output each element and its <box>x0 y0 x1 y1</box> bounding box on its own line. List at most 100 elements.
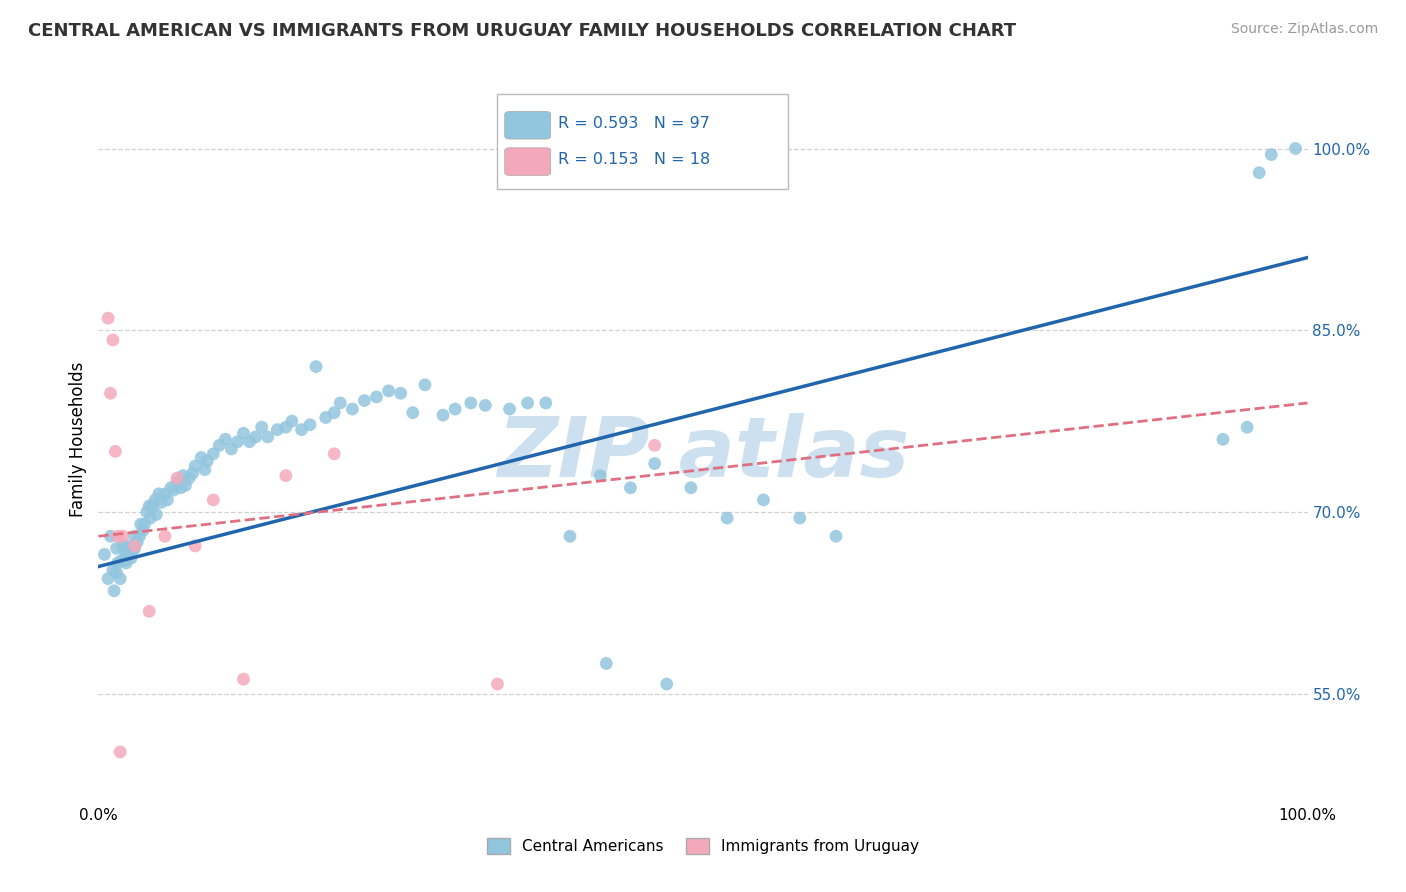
Point <box>1249 166 1271 180</box>
Point <box>752 492 775 507</box>
Point <box>97 311 120 326</box>
Point <box>134 517 156 532</box>
Point <box>274 468 297 483</box>
Point <box>202 447 225 461</box>
Point <box>124 539 146 553</box>
Point <box>169 481 191 495</box>
Point <box>245 430 267 444</box>
Point <box>138 499 160 513</box>
FancyBboxPatch shape <box>498 94 787 188</box>
Point <box>353 393 375 408</box>
Point <box>166 475 188 489</box>
Point <box>114 543 136 558</box>
Point <box>120 551 142 566</box>
Legend: Central Americans, Immigrants from Uruguay: Central Americans, Immigrants from Urugu… <box>481 832 925 861</box>
Point <box>402 406 425 420</box>
Point <box>221 442 243 456</box>
Point <box>232 426 254 441</box>
Point <box>101 333 124 347</box>
Point <box>342 402 364 417</box>
Point <box>226 434 249 449</box>
Point <box>534 396 557 410</box>
Point <box>118 548 141 562</box>
Point <box>118 541 141 556</box>
Point <box>644 438 666 452</box>
Point <box>156 492 179 507</box>
Point <box>166 471 188 485</box>
Point <box>389 386 412 401</box>
Point <box>128 529 150 543</box>
Point <box>181 467 204 481</box>
Text: Source: ZipAtlas.com: Source: ZipAtlas.com <box>1230 22 1378 37</box>
Text: R = 0.153   N = 18: R = 0.153 N = 18 <box>558 152 710 167</box>
Point <box>413 377 436 392</box>
Point <box>716 511 738 525</box>
Point <box>595 657 617 671</box>
Point <box>110 553 132 567</box>
Point <box>139 511 162 525</box>
Point <box>127 535 149 549</box>
Point <box>323 447 346 461</box>
Point <box>460 396 482 410</box>
Point <box>232 672 254 686</box>
Point <box>208 438 231 452</box>
Point <box>105 541 128 556</box>
Point <box>97 572 120 586</box>
Text: R = 0.593   N = 97: R = 0.593 N = 97 <box>558 116 710 130</box>
Point <box>117 539 139 553</box>
Point <box>112 553 135 567</box>
Point <box>101 563 124 577</box>
Point <box>100 529 122 543</box>
Point <box>124 529 146 543</box>
Point <box>290 423 312 437</box>
Point <box>377 384 399 398</box>
Point <box>138 604 160 618</box>
Point <box>274 420 297 434</box>
Text: ZIP atlas: ZIP atlas <box>496 413 910 494</box>
Point <box>129 517 152 532</box>
Point <box>111 539 134 553</box>
Point <box>1212 433 1234 447</box>
Point <box>558 529 581 543</box>
Point <box>93 548 115 562</box>
Point <box>103 583 125 598</box>
Point <box>115 556 138 570</box>
FancyBboxPatch shape <box>505 112 551 139</box>
Point <box>184 539 207 553</box>
Point <box>153 529 176 543</box>
Point <box>323 406 346 420</box>
Point <box>132 523 155 537</box>
Point <box>111 529 134 543</box>
Point <box>184 458 207 473</box>
Point <box>190 450 212 465</box>
Point <box>162 483 184 498</box>
Point <box>107 556 129 570</box>
Point <box>516 396 538 410</box>
Point <box>150 495 173 509</box>
Point <box>239 434 262 449</box>
Point <box>789 511 811 525</box>
Point <box>108 572 131 586</box>
Point <box>266 423 288 437</box>
Point <box>105 566 128 580</box>
Point <box>432 408 454 422</box>
Point <box>498 402 520 417</box>
Point <box>444 402 467 417</box>
Point <box>172 468 194 483</box>
FancyBboxPatch shape <box>505 148 551 176</box>
Point <box>124 541 146 556</box>
Point <box>194 462 217 476</box>
Point <box>486 677 509 691</box>
Point <box>108 745 131 759</box>
Point <box>305 359 328 374</box>
Point <box>195 454 218 468</box>
Y-axis label: Family Households: Family Households <box>69 361 87 517</box>
Point <box>1284 142 1306 156</box>
Point <box>256 430 278 444</box>
Point <box>474 398 496 412</box>
Point <box>679 481 702 495</box>
Point <box>655 677 678 691</box>
Point <box>148 487 170 501</box>
Point <box>104 444 127 458</box>
Point <box>145 508 167 522</box>
